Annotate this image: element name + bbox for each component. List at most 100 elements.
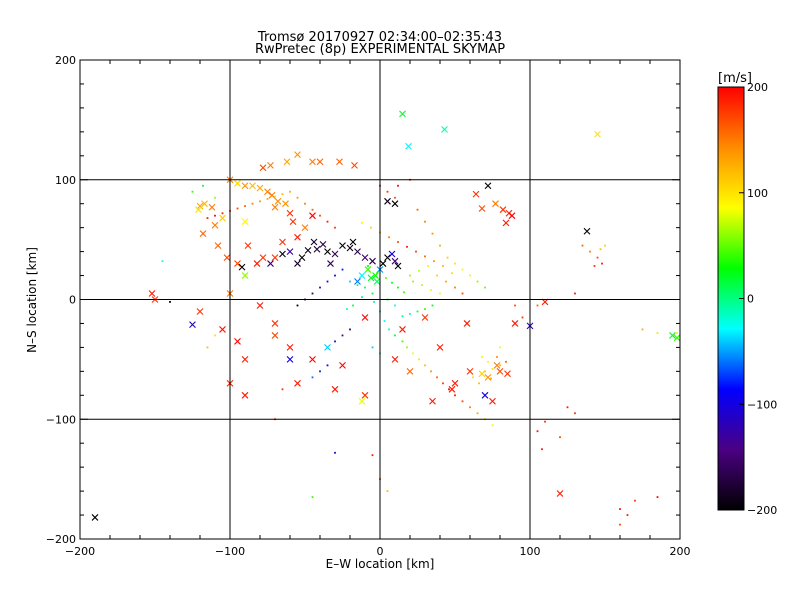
data-point-x-marker bbox=[267, 260, 274, 267]
data-point-x-marker bbox=[499, 206, 507, 214]
data-point-x-marker bbox=[294, 260, 301, 267]
x-tick-label: 0 bbox=[377, 545, 384, 558]
data-point-x-marker bbox=[339, 242, 346, 250]
data-point-x-marker bbox=[466, 367, 474, 375]
data-point-dot bbox=[356, 284, 359, 287]
data-point-dot bbox=[430, 289, 432, 291]
data-point-x-marker bbox=[492, 200, 499, 208]
data-point-x-marker bbox=[399, 110, 406, 118]
data-point-dot bbox=[499, 346, 501, 349]
data-point-dot bbox=[445, 280, 447, 283]
data-point-x-marker bbox=[484, 182, 492, 190]
data-point-dot bbox=[424, 220, 426, 223]
data-point-dot bbox=[418, 269, 420, 272]
data-point-x-marker bbox=[361, 254, 369, 261]
data-point-dot bbox=[601, 262, 603, 265]
data-point-x-marker bbox=[373, 278, 381, 285]
data-point-dot bbox=[454, 286, 456, 289]
data-point-x-marker bbox=[286, 344, 294, 351]
data-point-x-marker bbox=[364, 266, 372, 273]
data-point-x-marker bbox=[249, 182, 256, 190]
data-point-dot bbox=[304, 202, 306, 205]
data-point-x-marker bbox=[327, 260, 334, 267]
data-point-dot bbox=[448, 388, 450, 391]
data-point-x-marker bbox=[274, 197, 282, 205]
data-point-x-marker bbox=[405, 142, 412, 150]
data-point-x-marker bbox=[556, 490, 564, 497]
data-point-dot bbox=[281, 193, 284, 196]
data-point-x-marker bbox=[148, 290, 156, 297]
data-point-dot bbox=[514, 304, 516, 307]
data-point-x-marker bbox=[339, 361, 346, 369]
axis-ticks bbox=[79, 59, 681, 540]
data-point-dot bbox=[446, 256, 449, 259]
data-point-dot bbox=[373, 300, 375, 303]
data-point-x-marker bbox=[316, 158, 324, 166]
data-point-x-marker bbox=[508, 212, 516, 220]
data-point-dot bbox=[371, 292, 374, 295]
data-point-dot bbox=[421, 284, 423, 287]
data-point-x-marker bbox=[234, 260, 241, 267]
data-point-dot bbox=[581, 244, 584, 247]
colorbar-tick-label: 200 bbox=[747, 81, 768, 94]
data-point-dot bbox=[349, 328, 351, 331]
data-point-dot bbox=[326, 220, 329, 223]
data-point-x-marker bbox=[259, 164, 267, 172]
data-point-dot bbox=[461, 292, 464, 295]
data-point-dot bbox=[319, 370, 321, 373]
data-point-dot bbox=[454, 262, 456, 265]
data-point-x-marker bbox=[331, 385, 339, 393]
data-point-x-marker bbox=[336, 158, 343, 166]
data-point-x-marker bbox=[361, 391, 369, 399]
data-point-dot bbox=[424, 364, 426, 367]
data-point-dot bbox=[214, 214, 216, 217]
data-point-dot bbox=[334, 451, 336, 454]
data-point-dot bbox=[536, 430, 539, 433]
data-point-x-marker bbox=[478, 205, 486, 212]
data-point-dot bbox=[311, 208, 314, 211]
y-axis-label: N–S location [km] bbox=[25, 247, 39, 353]
data-point-x-marker bbox=[358, 272, 366, 279]
data-point-x-marker bbox=[294, 151, 301, 158]
data-point-dot bbox=[656, 332, 659, 334]
data-point-dot bbox=[499, 364, 501, 367]
data-point-x-marker bbox=[271, 254, 279, 261]
y-tick-label: 0 bbox=[69, 294, 76, 307]
data-point-dot bbox=[412, 280, 414, 283]
data-point-dot bbox=[251, 202, 254, 205]
grid-lines bbox=[80, 60, 680, 539]
data-point-dot bbox=[559, 436, 561, 439]
data-point-dot bbox=[544, 420, 546, 423]
data-point-dot bbox=[469, 274, 471, 277]
data-point-dot bbox=[236, 207, 239, 210]
data-point-dot bbox=[626, 514, 629, 516]
data-point-x-marker bbox=[238, 263, 246, 271]
data-point-dot bbox=[397, 184, 399, 187]
data-point-dot bbox=[469, 406, 471, 409]
data-point-x-marker bbox=[301, 224, 309, 232]
data-point-x-marker bbox=[331, 250, 339, 258]
data-point-x-marker bbox=[286, 209, 294, 217]
data-point-dot bbox=[311, 292, 314, 295]
data-point-x-marker bbox=[484, 373, 492, 381]
data-point-x-marker bbox=[309, 355, 316, 363]
colorbar-tick-label: 0 bbox=[747, 293, 754, 306]
data-point-dot bbox=[442, 382, 444, 385]
data-point-x-marker bbox=[219, 214, 226, 222]
data-point-dot bbox=[487, 360, 489, 363]
data-point-x-marker bbox=[319, 241, 327, 248]
data-point-x-marker bbox=[313, 245, 321, 253]
data-point-dot bbox=[593, 265, 596, 267]
data-point-x-marker bbox=[283, 158, 291, 166]
data-point-dot bbox=[206, 346, 209, 349]
data-point-x-marker bbox=[463, 320, 471, 327]
data-point-dot bbox=[496, 356, 498, 358]
data-point-x-marker bbox=[219, 326, 226, 333]
data-point-dot bbox=[349, 280, 351, 283]
data-point-dot bbox=[491, 424, 494, 427]
data-point-dot bbox=[409, 274, 411, 277]
data-point-x-marker bbox=[234, 338, 241, 345]
colorbar-tick-label: 100 bbox=[747, 187, 768, 200]
data-point-x-marker bbox=[223, 254, 231, 261]
x-tick-label: −100 bbox=[215, 545, 245, 558]
